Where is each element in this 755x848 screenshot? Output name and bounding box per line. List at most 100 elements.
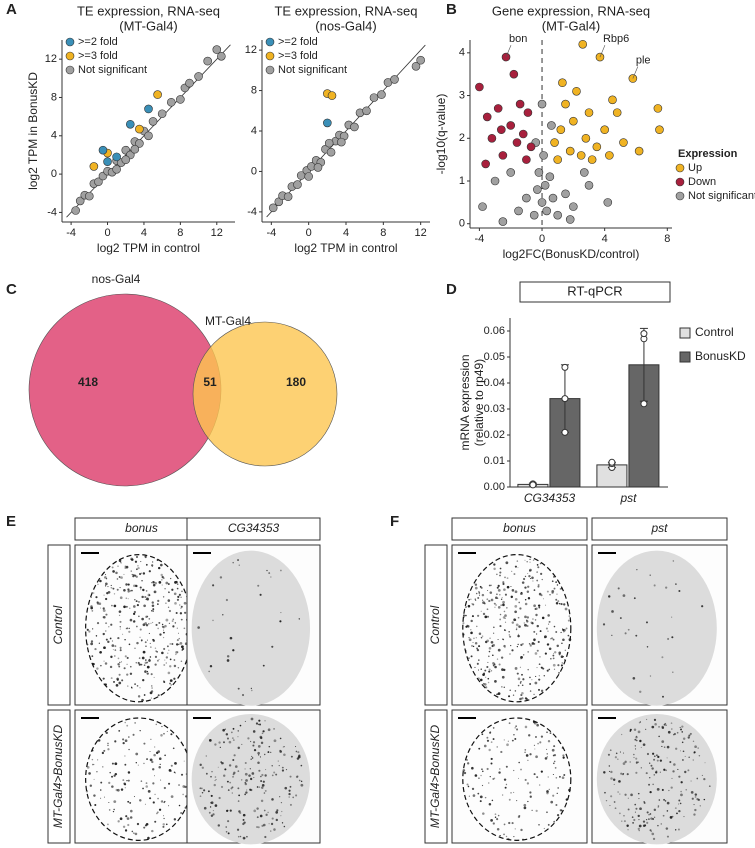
- signal-dot: [648, 783, 651, 786]
- signal-dot: [124, 565, 127, 568]
- replicate-point: [608, 458, 616, 466]
- signal-dot: [524, 623, 527, 627]
- point: [572, 86, 581, 96]
- signal-dot: [154, 655, 158, 658]
- signal-dot: [638, 824, 642, 828]
- signal-dot: [523, 577, 526, 581]
- signal-dot: [494, 816, 497, 819]
- signal-dot: [223, 774, 226, 777]
- signal-dot: [154, 663, 157, 666]
- signal-dot: [692, 759, 694, 761]
- signal-dot: [560, 655, 564, 658]
- signal-dot: [279, 737, 282, 740]
- signal-dot: [147, 836, 150, 840]
- signal-dot: [160, 573, 163, 577]
- signal-dot: [489, 591, 493, 594]
- signal-dot: [136, 685, 139, 687]
- signal-dot: [151, 604, 155, 608]
- signal-dot: [116, 578, 119, 580]
- signal-dot: [245, 779, 248, 782]
- signal-dot: [525, 619, 528, 622]
- signal-dot: [139, 729, 141, 732]
- signal-dot: [490, 584, 492, 587]
- signal-dot: [279, 620, 282, 623]
- signal-dot: [200, 787, 203, 790]
- signal-dot: [105, 731, 108, 735]
- signal-dot: [517, 634, 520, 638]
- point: [537, 198, 547, 207]
- signal-dot: [491, 599, 493, 601]
- signal-dot: [109, 665, 113, 669]
- signal-dot: [559, 809, 562, 812]
- signal-dot: [651, 832, 655, 836]
- signal-dot: [494, 680, 497, 683]
- point: [411, 61, 421, 71]
- signal-dot: [639, 721, 641, 723]
- signal-dot: [503, 739, 505, 741]
- chart-subtitle: (MT-Gal4): [119, 18, 178, 33]
- signal-dot: [170, 733, 173, 736]
- signal-dot: [128, 630, 131, 633]
- signal-dot: [626, 773, 629, 776]
- signal-dot: [559, 775, 561, 778]
- signal-dot: [176, 598, 180, 601]
- signal-dot: [205, 755, 207, 757]
- signal-dot: [553, 745, 556, 748]
- signal-dot: [98, 642, 100, 644]
- signal-dot: [142, 787, 144, 790]
- signal-dot: [632, 676, 636, 680]
- signal-dot: [163, 647, 166, 651]
- signal-dot: [517, 633, 520, 635]
- signal-dot: [152, 768, 155, 771]
- signal-dot: [553, 760, 556, 763]
- signal-dot: [688, 756, 690, 759]
- signal-dot: [505, 561, 509, 565]
- annotation: ple: [636, 54, 651, 66]
- signal-dot: [164, 754, 166, 757]
- signal-dot: [134, 683, 136, 686]
- signal-dot: [671, 728, 673, 730]
- signal-dot: [556, 584, 559, 586]
- signal-dot: [226, 659, 230, 662]
- signal-dot: [510, 595, 514, 599]
- signal-dot: [614, 807, 617, 810]
- signal-dot: [551, 590, 555, 593]
- signal-dot: [511, 621, 515, 624]
- signal-dot: [567, 634, 570, 637]
- signal-dot: [106, 578, 108, 580]
- signal-dot: [682, 750, 685, 753]
- signal-dot: [488, 670, 491, 673]
- signal-dot: [210, 814, 214, 817]
- signal-dot: [140, 780, 143, 782]
- signal-dot: [518, 601, 520, 604]
- signal-dot: [658, 725, 660, 728]
- signal-dot: [666, 810, 669, 812]
- point: [653, 104, 663, 113]
- signal-dot: [499, 768, 501, 770]
- signal-dot: [161, 651, 164, 655]
- signal-dot: [177, 666, 180, 669]
- nucleus-outline: [462, 554, 572, 703]
- y-tick-label: 8: [251, 84, 257, 96]
- signal-dot: [653, 758, 656, 761]
- signal-dot: [623, 820, 626, 823]
- signal-dot: [671, 815, 674, 818]
- signal-dot: [99, 650, 102, 654]
- signal-dot: [484, 640, 488, 644]
- signal-dot: [113, 680, 115, 683]
- signal-dot: [524, 602, 528, 606]
- signal-dot: [508, 695, 510, 697]
- signal-dot: [495, 604, 497, 606]
- y-tick-label: 12: [245, 44, 257, 56]
- signal-dot: [543, 827, 546, 830]
- signal-dot: [101, 751, 105, 755]
- signal-dot: [508, 630, 510, 633]
- signal-dot: [208, 670, 210, 673]
- signal-dot: [529, 558, 531, 560]
- signal-dot: [653, 718, 657, 721]
- signal-dot: [492, 664, 495, 667]
- signal-dot: [157, 599, 160, 603]
- signal-dot: [487, 661, 489, 664]
- signal-dot: [472, 641, 474, 644]
- point: [323, 118, 332, 128]
